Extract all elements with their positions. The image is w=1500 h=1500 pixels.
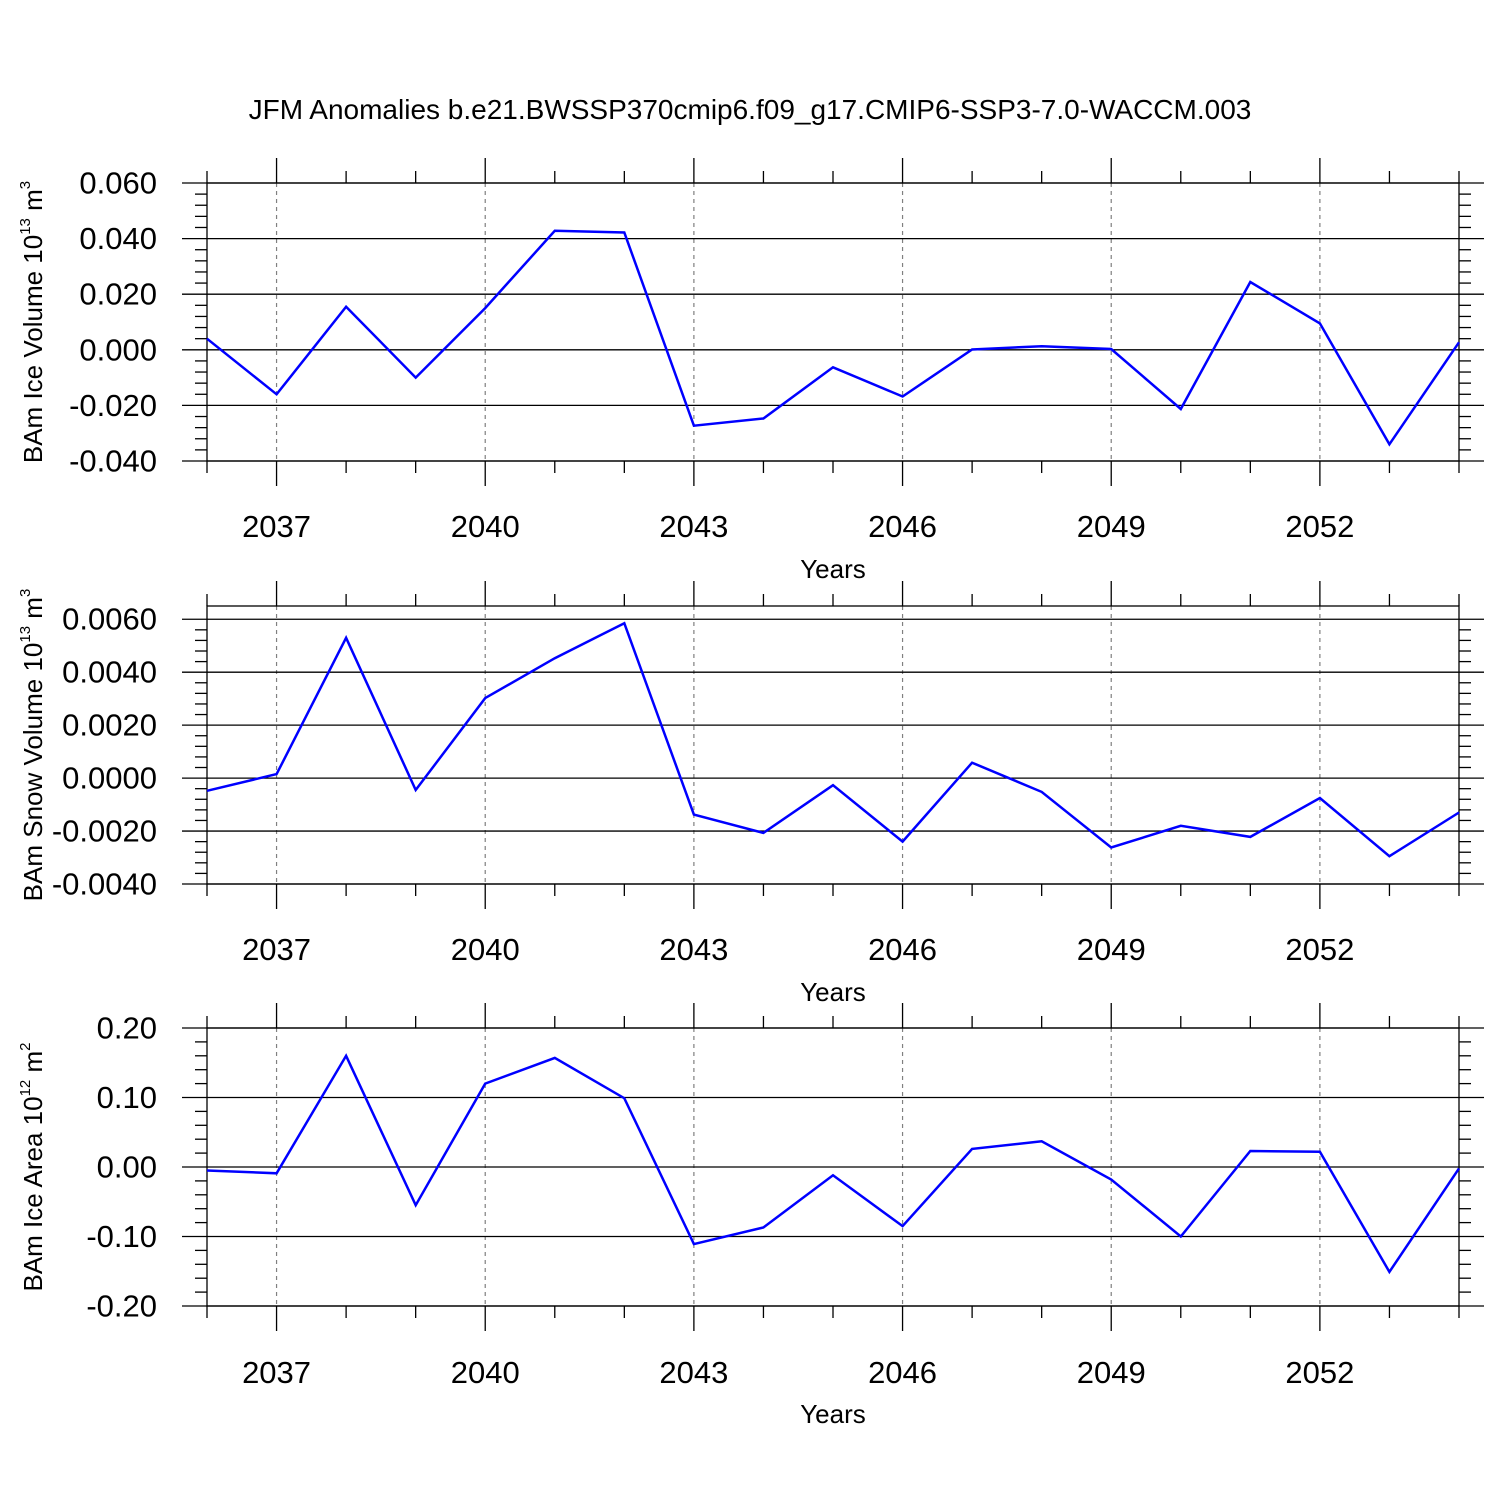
ytick-label: 0.10 <box>97 1080 157 1115</box>
panel-2: 0.0060 0.0040 0.0020 0.0000 -0.0020 -0.0040 20… <box>17 581 1484 1007</box>
ytick-label: -0.0040 <box>52 867 157 902</box>
xtick-label: 2052 <box>1285 1355 1354 1390</box>
ytick-label: 0.000 <box>79 332 157 367</box>
xtick-label: 2040 <box>451 932 520 967</box>
ytick-label: -0.10 <box>86 1219 157 1254</box>
chart-title: JFM Anomalies b.e21.BWSSP370cmip6.f09_g1… <box>249 94 1252 125</box>
xtick-label: 2040 <box>451 1355 520 1390</box>
xtick-label: 2046 <box>868 1355 937 1390</box>
ytick-label: -0.0020 <box>52 814 157 849</box>
xtick-label: 2043 <box>659 509 728 544</box>
plot-frame <box>206 182 1460 462</box>
xtick-label: 2043 <box>659 932 728 967</box>
panel-3: 0.20 0.10 0.00 -0.10 -0.20 2037 2040 2043 2046 20… <box>17 1003 1484 1429</box>
y-axis-label: BAm Ice Volume 1013 m3 <box>17 181 48 463</box>
x-axis-label: Years <box>800 1399 866 1429</box>
x-axis-label: Years <box>800 977 866 1007</box>
y-axis-label: BAm Snow Volume 1013 m3 <box>17 589 48 902</box>
xtick-label: 2043 <box>659 1355 728 1390</box>
xtick-label: 2052 <box>1285 509 1354 544</box>
xtick-label: 2046 <box>868 509 937 544</box>
plot-frame <box>206 1027 1460 1307</box>
plot-frame <box>206 605 1460 885</box>
ytick-label: 0.060 <box>79 166 157 201</box>
ytick-label: 0.20 <box>97 1011 157 1046</box>
ytick-label: 0.040 <box>79 221 157 256</box>
ytick-label: 0.020 <box>79 277 157 312</box>
xtick-label: 2037 <box>242 1355 311 1390</box>
y-axis-label: BAm Ice Area 1012 m2 <box>17 1042 48 1291</box>
series-line <box>206 229 1461 447</box>
xtick-label: 2040 <box>451 509 520 544</box>
ytick-label: -0.040 <box>69 444 157 479</box>
ytick-label: 0.0060 <box>62 602 157 637</box>
panels: 0.060 0.040 0.020 0.000 -0.020 -0.040 2037 2040… <box>17 158 1484 1429</box>
ytick-label: 0.0020 <box>62 708 157 743</box>
xtick-label: 2049 <box>1077 932 1146 967</box>
ytick-label: 0.0000 <box>62 761 157 796</box>
panel-1: 0.060 0.040 0.020 0.000 -0.020 -0.040 2037 2040… <box>17 158 1484 584</box>
ytick-label: -0.20 <box>86 1289 157 1324</box>
xtick-label: 2037 <box>242 932 311 967</box>
series-line <box>206 1053 1461 1275</box>
xtick-label: 2049 <box>1077 1355 1146 1390</box>
xtick-label: 2052 <box>1285 932 1354 967</box>
series-line <box>206 621 1460 858</box>
x-axis-label: Years <box>800 554 866 584</box>
ytick-label: 0.0040 <box>62 655 157 690</box>
xtick-label: 2046 <box>868 932 937 967</box>
ytick-label: 0.00 <box>97 1150 157 1185</box>
xtick-label: 2049 <box>1077 509 1146 544</box>
xtick-label: 2037 <box>242 509 311 544</box>
ytick-label: -0.020 <box>69 388 157 423</box>
